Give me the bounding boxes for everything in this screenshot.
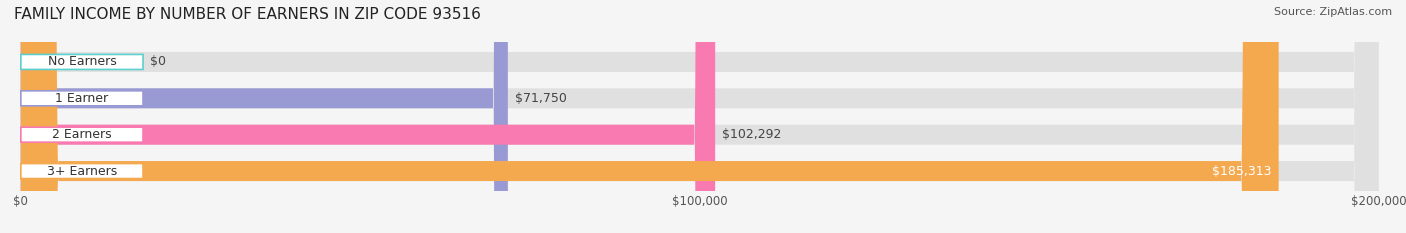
- Text: $185,313: $185,313: [1212, 164, 1272, 178]
- Text: Source: ZipAtlas.com: Source: ZipAtlas.com: [1274, 7, 1392, 17]
- FancyBboxPatch shape: [21, 0, 1378, 233]
- FancyBboxPatch shape: [21, 91, 143, 106]
- Text: 1 Earner: 1 Earner: [55, 92, 108, 105]
- FancyBboxPatch shape: [21, 0, 716, 233]
- FancyBboxPatch shape: [21, 0, 1378, 233]
- Text: $71,750: $71,750: [515, 92, 567, 105]
- FancyBboxPatch shape: [21, 0, 1378, 233]
- FancyBboxPatch shape: [21, 164, 143, 178]
- FancyBboxPatch shape: [21, 0, 1278, 233]
- FancyBboxPatch shape: [21, 55, 143, 69]
- Text: $0: $0: [150, 55, 166, 69]
- Text: 2 Earners: 2 Earners: [52, 128, 111, 141]
- FancyBboxPatch shape: [21, 127, 143, 142]
- Text: No Earners: No Earners: [48, 55, 117, 69]
- Text: $102,292: $102,292: [721, 128, 782, 141]
- FancyBboxPatch shape: [21, 0, 1378, 233]
- Text: 3+ Earners: 3+ Earners: [46, 164, 117, 178]
- FancyBboxPatch shape: [21, 0, 508, 233]
- Text: FAMILY INCOME BY NUMBER OF EARNERS IN ZIP CODE 93516: FAMILY INCOME BY NUMBER OF EARNERS IN ZI…: [14, 7, 481, 22]
